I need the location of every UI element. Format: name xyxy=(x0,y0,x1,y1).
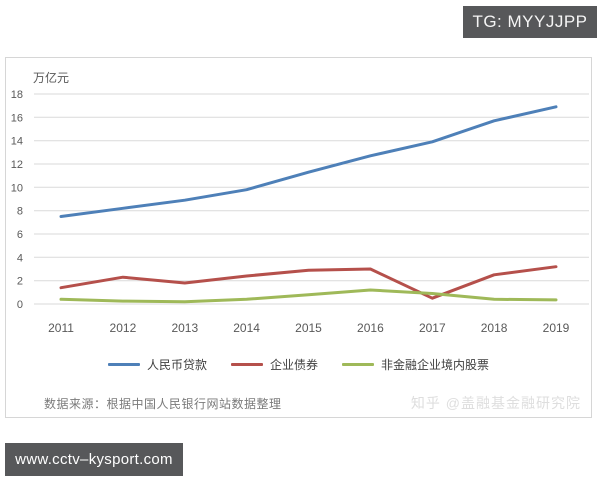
y-axis-unit-label: 万亿元 xyxy=(33,70,69,85)
x-tick-label: 2012 xyxy=(110,321,137,335)
legend: 人民币贷款 企业债券 非金融企业境内股票 xyxy=(6,354,591,374)
y-tick-label: 6 xyxy=(17,229,23,241)
data-source-note: 数据来源：根据中国人民银行网站数据整理 xyxy=(44,396,282,411)
x-tick-label: 2017 xyxy=(419,321,446,335)
source-row: 数据来源：根据中国人民银行网站数据整理 知乎 @盖融基金融研究院 xyxy=(6,392,591,414)
x-tick-label: 2018 xyxy=(481,321,508,335)
x-tick-label: 2016 xyxy=(357,321,384,335)
telegram-badge: TG: MYYJJPP xyxy=(463,6,597,38)
legend-item-2: 非金融企业境内股票 xyxy=(342,356,489,373)
y-tick-label: 4 xyxy=(17,252,23,264)
chart-panel: 0 2 4 6 8 10 12 14 16 18 万亿元 2011 2012 2013 2014 2015 20… xyxy=(5,57,592,418)
legend-label: 企业债券 xyxy=(269,357,318,372)
y-tick-label: 14 xyxy=(11,136,23,148)
x-tick-label: 2011 xyxy=(48,321,74,335)
x-tick-label: 2014 xyxy=(233,321,260,335)
legend-swatch xyxy=(230,362,263,366)
legend-label: 非金融企业境内股票 xyxy=(381,357,490,372)
series-line-0 xyxy=(59,105,558,218)
y-tick-label: 2 xyxy=(17,276,23,288)
y-tick-label: 8 xyxy=(17,206,23,218)
legend-swatch xyxy=(342,362,374,366)
y-tick-label: 10 xyxy=(11,182,23,194)
series-line-1 xyxy=(59,265,558,300)
series-line-2 xyxy=(59,288,558,304)
y-tick-label: 0 xyxy=(17,299,23,311)
y-tick-label: 18 xyxy=(11,89,23,101)
zhihu-watermark: 知乎 @盖融基金融研究院 xyxy=(410,395,581,411)
legend-swatch xyxy=(107,362,140,366)
x-tick-label: 2015 xyxy=(295,321,322,335)
x-tick-label: 2013 xyxy=(171,321,198,335)
y-tick-label: 12 xyxy=(11,159,23,171)
legend-item-1: 企业债券 xyxy=(230,356,318,373)
x-tick-label: 2019 xyxy=(543,321,570,335)
y-tick-label: 16 xyxy=(11,112,23,124)
legend-item-0: 人民币贷款 xyxy=(107,356,207,373)
line-chart: 0 2 4 6 8 10 12 14 16 18 万亿元 2011 2012 2013 2014 2015 20… xyxy=(11,70,589,335)
legend-label: 人民币贷款 xyxy=(146,357,207,372)
website-url-badge: www.cctv–kysport.com xyxy=(5,443,183,476)
